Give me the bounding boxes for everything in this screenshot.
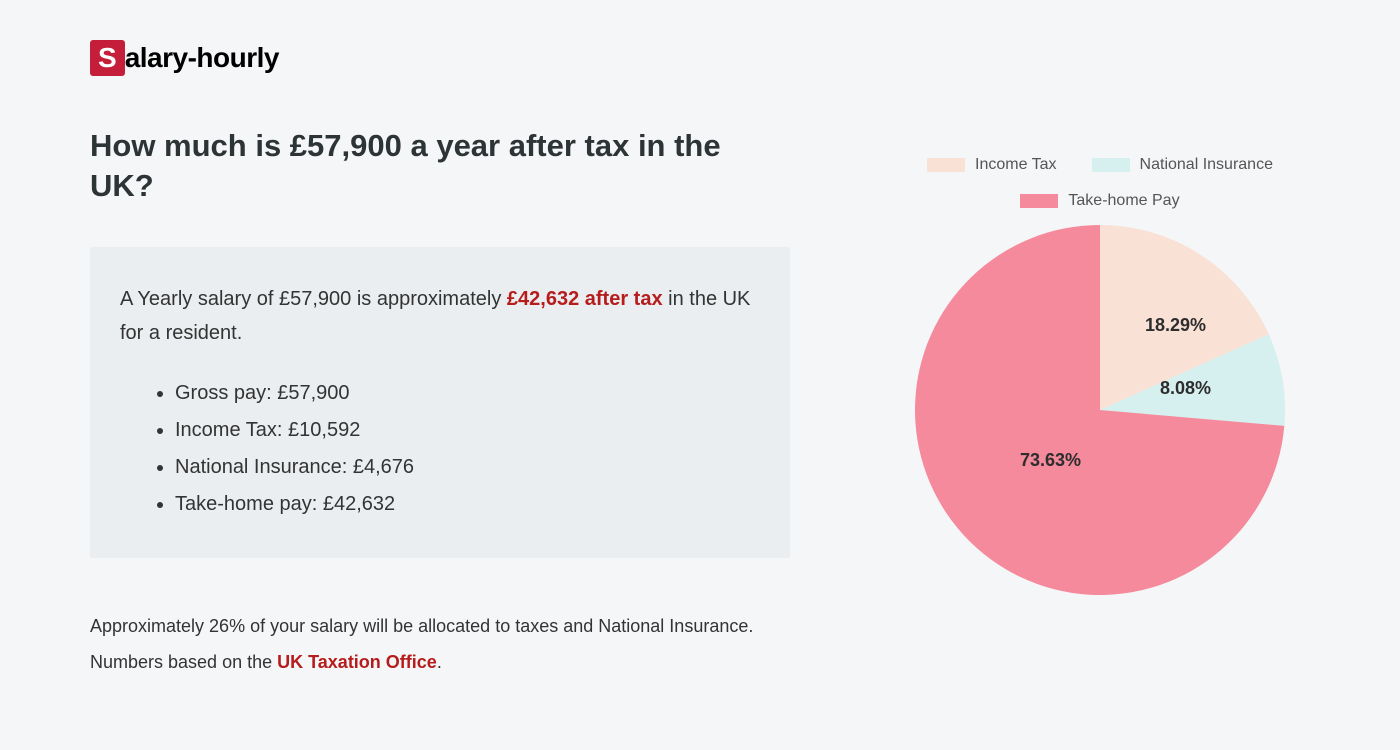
footer-text: Approximately 26% of your salary will be… (90, 608, 790, 680)
pie-slice-label: 73.63% (1020, 450, 1081, 471)
left-column: How much is £57,900 a year after tax in … (90, 126, 790, 680)
summary-intro: A Yearly salary of £57,900 is approximat… (120, 282, 760, 350)
summary-box: A Yearly salary of £57,900 is approximat… (90, 247, 790, 558)
pie-chart: 18.29% 8.08% 73.63% (915, 225, 1285, 595)
legend-label: National Insurance (1140, 156, 1273, 174)
intro-prefix: A Yearly salary of £57,900 is approximat… (120, 288, 507, 310)
footer-link[interactable]: UK Taxation Office (277, 652, 437, 672)
intro-highlight: £42,632 after tax (507, 288, 663, 310)
list-item: Take-home pay: £42,632 (175, 486, 760, 523)
pie-slice-label: 8.08% (1160, 378, 1211, 399)
legend-swatch (1020, 194, 1058, 208)
logo: Salary-hourly (90, 40, 1310, 76)
legend-swatch (1092, 158, 1130, 172)
footer-line2-prefix: Numbers based on the (90, 652, 277, 672)
footer-line2-suffix: . (437, 652, 442, 672)
legend-item: National Insurance (1092, 156, 1273, 174)
logo-text: alary-hourly (125, 42, 279, 74)
legend-item: Income Tax (927, 156, 1057, 174)
page-title: How much is £57,900 a year after tax in … (90, 126, 790, 207)
breakdown-list: Gross pay: £57,900 Income Tax: £10,592 N… (120, 375, 760, 523)
pie-svg (915, 225, 1285, 595)
right-column: Income Tax National Insurance Take-home … (890, 126, 1310, 680)
logo-letter-s: S (90, 40, 125, 76)
list-item: Income Tax: £10,592 (175, 412, 760, 449)
legend-label: Income Tax (975, 156, 1057, 174)
pie-slice-label: 18.29% (1145, 315, 1206, 336)
chart-legend: Income Tax National Insurance Take-home … (890, 156, 1310, 210)
legend-label: Take-home Pay (1068, 192, 1179, 210)
legend-swatch (927, 158, 965, 172)
main-content: How much is £57,900 a year after tax in … (90, 126, 1310, 680)
footer-line1: Approximately 26% of your salary will be… (90, 616, 753, 636)
list-item: National Insurance: £4,676 (175, 449, 760, 486)
legend-item: Take-home Pay (1020, 192, 1179, 210)
list-item: Gross pay: £57,900 (175, 375, 760, 412)
